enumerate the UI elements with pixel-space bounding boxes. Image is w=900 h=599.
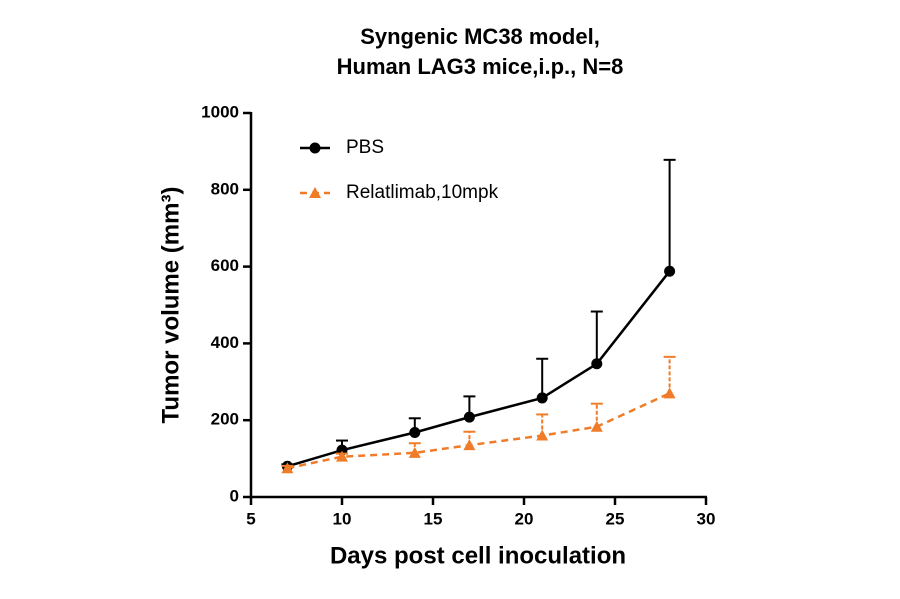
marker (591, 358, 603, 370)
marker (536, 429, 549, 441)
x-tick-label: 20 (515, 509, 534, 528)
y-axis-label: Tumor volume (mm³) (157, 187, 184, 424)
marker (536, 392, 548, 404)
legend-marker (309, 142, 321, 154)
y-tick-label: 0 (230, 486, 239, 505)
legend-marker (309, 187, 321, 198)
y-tick-label: 200 (211, 410, 239, 429)
legend-label: PBS (346, 137, 384, 158)
marker (663, 387, 676, 399)
marker (463, 411, 475, 423)
marker (336, 450, 348, 462)
marker (664, 265, 676, 277)
marker (409, 426, 421, 438)
marker (463, 439, 476, 451)
chart-title: Syngenic MC38 model, (360, 24, 600, 49)
y-tick-label: 800 (211, 179, 239, 198)
legend-label: Relatlimab,10mpk (346, 182, 499, 203)
x-tick-label: 25 (606, 509, 625, 528)
marker (590, 420, 603, 432)
y-tick-label: 400 (211, 333, 239, 352)
x-tick-label: 30 (697, 509, 716, 528)
y-tick-label: 600 (211, 256, 239, 275)
marker (281, 462, 294, 474)
marker (408, 446, 421, 458)
x-tick-label: 10 (333, 509, 352, 528)
x-tick-label: 15 (424, 509, 443, 528)
y-tick-label: 1000 (201, 102, 239, 121)
x-tick-label: 5 (246, 509, 255, 528)
series-line (287, 270, 671, 468)
chart-title: Human LAG3 mice,i.p., N=8 (337, 54, 624, 79)
x-axis-label: Days post cell inoculation (330, 542, 626, 569)
